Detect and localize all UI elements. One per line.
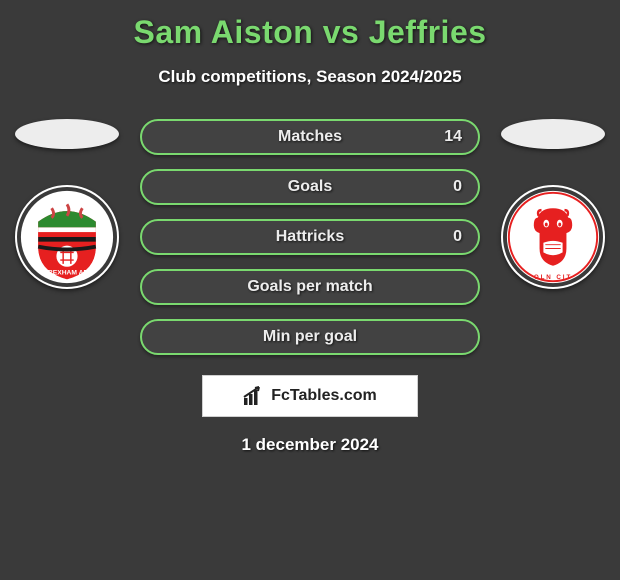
page-title: Sam Aiston vs Jeffries (0, 0, 620, 51)
stat-label: Matches (278, 128, 342, 146)
svg-text:OLN CIT: OLN CIT (534, 274, 572, 281)
stat-pill-hattricks: Hattricks 0 (140, 219, 480, 255)
right-team-badge: OLN CIT (501, 185, 605, 289)
bars-icon (243, 386, 265, 406)
subtitle: Club competitions, Season 2024/2025 (0, 67, 620, 87)
comparison-row: WREXHAM AFC Matches 14 Goals 0 Hattricks… (0, 119, 620, 355)
stat-value: 0 (453, 178, 462, 196)
left-photo-placeholder (15, 119, 119, 149)
brand-footer[interactable]: FcTables.com (202, 375, 418, 417)
lincoln-badge-icon: OLN CIT (505, 189, 601, 285)
stats-column: Matches 14 Goals 0 Hattricks 0 Goals per… (140, 119, 480, 355)
left-player-col: WREXHAM AFC (12, 119, 122, 289)
wrexham-badge-icon: WREXHAM AFC (19, 189, 115, 285)
stat-pill-goals: Goals 0 (140, 169, 480, 205)
stat-label: Goals (288, 178, 332, 196)
left-team-badge: WREXHAM AFC (15, 185, 119, 289)
right-photo-placeholder (501, 119, 605, 149)
stat-pill-mpg: Min per goal (140, 319, 480, 355)
stat-label: Goals per match (247, 278, 372, 296)
stat-value: 0 (453, 228, 462, 246)
brand-text: FcTables.com (271, 387, 377, 405)
right-player-col: OLN CIT (498, 119, 608, 289)
stat-label: Hattricks (276, 228, 344, 246)
stat-pill-matches: Matches 14 (140, 119, 480, 155)
date-text: 1 december 2024 (0, 435, 620, 455)
stat-pill-gpm: Goals per match (140, 269, 480, 305)
svg-text:WREXHAM AFC: WREXHAM AFC (42, 269, 93, 276)
stat-value: 14 (444, 128, 462, 146)
stat-label: Min per goal (263, 328, 357, 346)
